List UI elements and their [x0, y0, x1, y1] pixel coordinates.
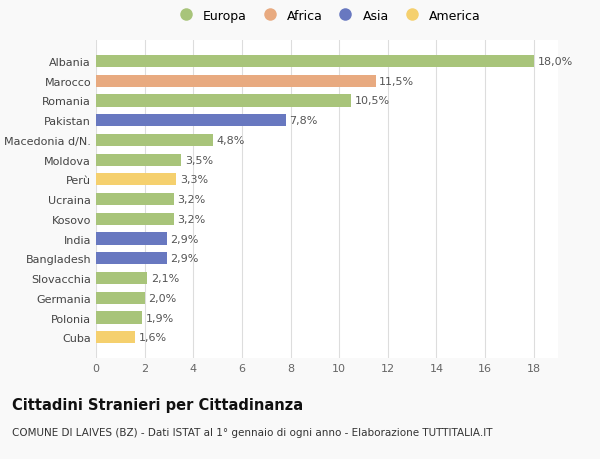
- Text: 2,9%: 2,9%: [170, 234, 199, 244]
- Bar: [96, 213, 174, 225]
- Text: 3,2%: 3,2%: [178, 214, 206, 224]
- Legend: Europa, Africa, Asia, America: Europa, Africa, Asia, America: [173, 10, 481, 22]
- Text: 2,0%: 2,0%: [148, 293, 176, 303]
- Bar: [96, 252, 167, 265]
- Text: 3,2%: 3,2%: [178, 195, 206, 205]
- Text: COMUNE DI LAIVES (BZ) - Dati ISTAT al 1° gennaio di ogni anno - Elaborazione TUT: COMUNE DI LAIVES (BZ) - Dati ISTAT al 1°…: [12, 427, 493, 437]
- Bar: [96, 312, 142, 324]
- Text: 3,5%: 3,5%: [185, 155, 213, 165]
- Text: 7,8%: 7,8%: [289, 116, 317, 126]
- Bar: [96, 233, 167, 245]
- Text: 11,5%: 11,5%: [379, 77, 415, 86]
- Bar: [96, 194, 174, 206]
- Bar: [96, 154, 181, 166]
- Text: 1,6%: 1,6%: [139, 332, 167, 342]
- Text: Cittadini Stranieri per Cittadinanza: Cittadini Stranieri per Cittadinanza: [12, 397, 303, 412]
- Bar: [96, 75, 376, 88]
- Bar: [96, 134, 213, 147]
- Bar: [96, 292, 145, 304]
- Text: 1,9%: 1,9%: [146, 313, 174, 323]
- Bar: [96, 272, 147, 285]
- Bar: [96, 56, 533, 68]
- Bar: [96, 174, 176, 186]
- Text: 2,9%: 2,9%: [170, 254, 199, 264]
- Text: 2,1%: 2,1%: [151, 274, 179, 283]
- Bar: [96, 331, 135, 344]
- Bar: [96, 115, 286, 127]
- Text: 18,0%: 18,0%: [538, 57, 572, 67]
- Text: 10,5%: 10,5%: [355, 96, 390, 106]
- Text: 3,3%: 3,3%: [180, 175, 208, 185]
- Text: 4,8%: 4,8%: [217, 135, 245, 146]
- Bar: [96, 95, 352, 107]
